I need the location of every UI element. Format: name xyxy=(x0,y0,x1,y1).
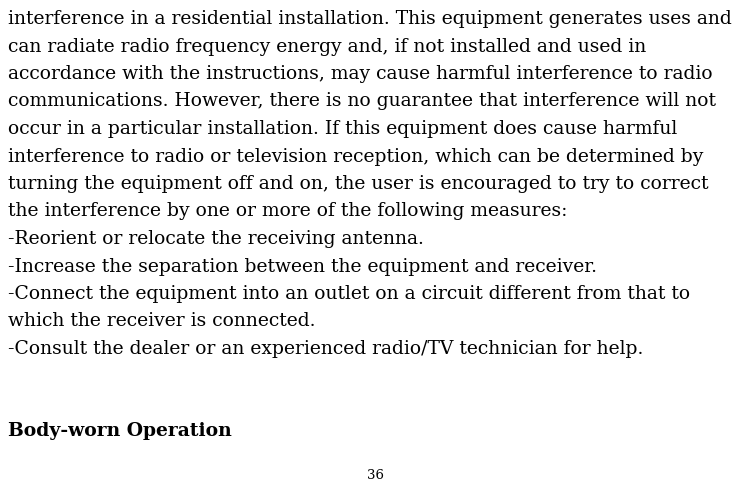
Text: -Consult the dealer or an experienced radio/TV technician for help.: -Consult the dealer or an experienced ra… xyxy=(8,340,644,358)
Text: interference in a residential installation. This equipment generates uses and: interference in a residential installati… xyxy=(8,10,732,28)
Text: communications. However, there is no guarantee that interference will not: communications. However, there is no gua… xyxy=(8,93,716,111)
Text: occur in a particular installation. If this equipment does cause harmful: occur in a particular installation. If t… xyxy=(8,120,677,138)
Text: which the receiver is connected.: which the receiver is connected. xyxy=(8,313,316,331)
Text: accordance with the instructions, may cause harmful interference to radio: accordance with the instructions, may ca… xyxy=(8,65,712,83)
Text: interference to radio or television reception, which can be determined by: interference to radio or television rece… xyxy=(8,148,704,166)
Text: -Reorient or relocate the receiving antenna.: -Reorient or relocate the receiving ante… xyxy=(8,230,424,248)
Text: -Increase the separation between the equipment and receiver.: -Increase the separation between the equ… xyxy=(8,258,597,276)
Text: the interference by one or more of the following measures:: the interference by one or more of the f… xyxy=(8,203,567,221)
Text: can radiate radio frequency energy and, if not installed and used in: can radiate radio frequency energy and, … xyxy=(8,37,646,56)
Text: Body-worn Operation: Body-worn Operation xyxy=(8,423,232,441)
Text: turning the equipment off and on, the user is encouraged to try to correct: turning the equipment off and on, the us… xyxy=(8,175,709,193)
Text: 36: 36 xyxy=(367,469,383,482)
Text: -Connect the equipment into an outlet on a circuit different from that to: -Connect the equipment into an outlet on… xyxy=(8,285,690,303)
